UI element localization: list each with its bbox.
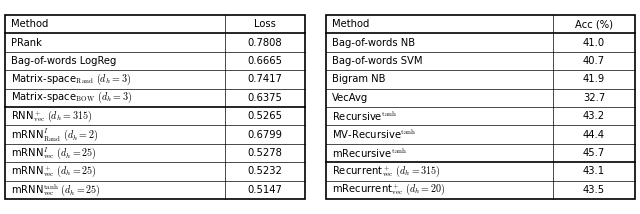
Text: 0.6665: 0.6665: [248, 56, 282, 66]
Text: Method: Method: [332, 19, 369, 29]
Text: mRNN$^+_{\rm vec}$ $(d_h = 25)$: mRNN$^+_{\rm vec}$ $(d_h = 25)$: [10, 164, 96, 179]
Text: Acc (%): Acc (%): [575, 19, 613, 29]
Text: 44.4: 44.4: [583, 130, 605, 140]
Text: VecAvg: VecAvg: [332, 93, 368, 103]
Text: Loss: Loss: [254, 19, 276, 29]
Text: 0.5278: 0.5278: [248, 148, 282, 158]
Text: 0.6375: 0.6375: [248, 93, 282, 103]
Text: mRNN$^I_{\rm vec}$ $(d_h = 25)$: mRNN$^I_{\rm vec}$ $(d_h = 25)$: [10, 145, 96, 161]
Text: PRank: PRank: [10, 38, 42, 48]
Text: Bag-of-words LogReg: Bag-of-words LogReg: [10, 56, 116, 66]
Text: 0.7417: 0.7417: [248, 74, 282, 84]
Text: mRecurrent$^+_{\rm vec}$ $(d_h = 20)$: mRecurrent$^+_{\rm vec}$ $(d_h = 20)$: [332, 182, 445, 198]
Text: 41.0: 41.0: [583, 38, 605, 48]
Text: mRNN$^{\rm tanh}_{\rm vec}$ $(d_h = 25)$: mRNN$^{\rm tanh}_{\rm vec}$ $(d_h = 25)$: [10, 182, 100, 198]
Text: Bag-of-words SVM: Bag-of-words SVM: [332, 56, 422, 66]
Text: mRNN$^I_{\rm Rand}$ $(d_h = 2)$: mRNN$^I_{\rm Rand}$ $(d_h = 2)$: [10, 126, 98, 143]
Text: 0.6799: 0.6799: [248, 130, 282, 140]
Text: Matrix-space$_{\rm BOW}$ $(d_h = 3)$: Matrix-space$_{\rm BOW}$ $(d_h = 3)$: [10, 90, 132, 106]
Text: 0.7808: 0.7808: [248, 38, 282, 48]
Text: Recurrent$^+_{\rm vec}$ $(d_h = 315)$: Recurrent$^+_{\rm vec}$ $(d_h = 315)$: [332, 164, 440, 179]
Text: 43.5: 43.5: [583, 185, 605, 195]
Text: 41.9: 41.9: [583, 74, 605, 84]
Text: 43.2: 43.2: [583, 111, 605, 121]
Text: mRecursive$^{\rm tanh}$: mRecursive$^{\rm tanh}$: [332, 146, 407, 160]
Text: 0.5265: 0.5265: [248, 111, 282, 121]
Text: 0.5232: 0.5232: [248, 166, 282, 176]
Text: 32.7: 32.7: [583, 93, 605, 103]
Text: Bag-of-words NB: Bag-of-words NB: [332, 38, 415, 48]
Text: 0.5147: 0.5147: [248, 185, 282, 195]
Text: Matrix-space$_{\rm Rand}$ $(d_h = 3)$: Matrix-space$_{\rm Rand}$ $(d_h = 3)$: [10, 72, 131, 87]
Text: Bigram NB: Bigram NB: [332, 74, 385, 84]
Text: 43.1: 43.1: [583, 166, 605, 176]
Text: MV-Recursive$^{\rm tanh}$: MV-Recursive$^{\rm tanh}$: [332, 128, 417, 141]
Text: Recursive$^{\rm tanh}$: Recursive$^{\rm tanh}$: [332, 110, 397, 123]
Text: 40.7: 40.7: [583, 56, 605, 66]
Text: 45.7: 45.7: [583, 148, 605, 158]
Text: Method: Method: [10, 19, 48, 29]
Text: RNN$^+_{\rm vec}$ $(d_h = 315)$: RNN$^+_{\rm vec}$ $(d_h = 315)$: [10, 108, 92, 124]
